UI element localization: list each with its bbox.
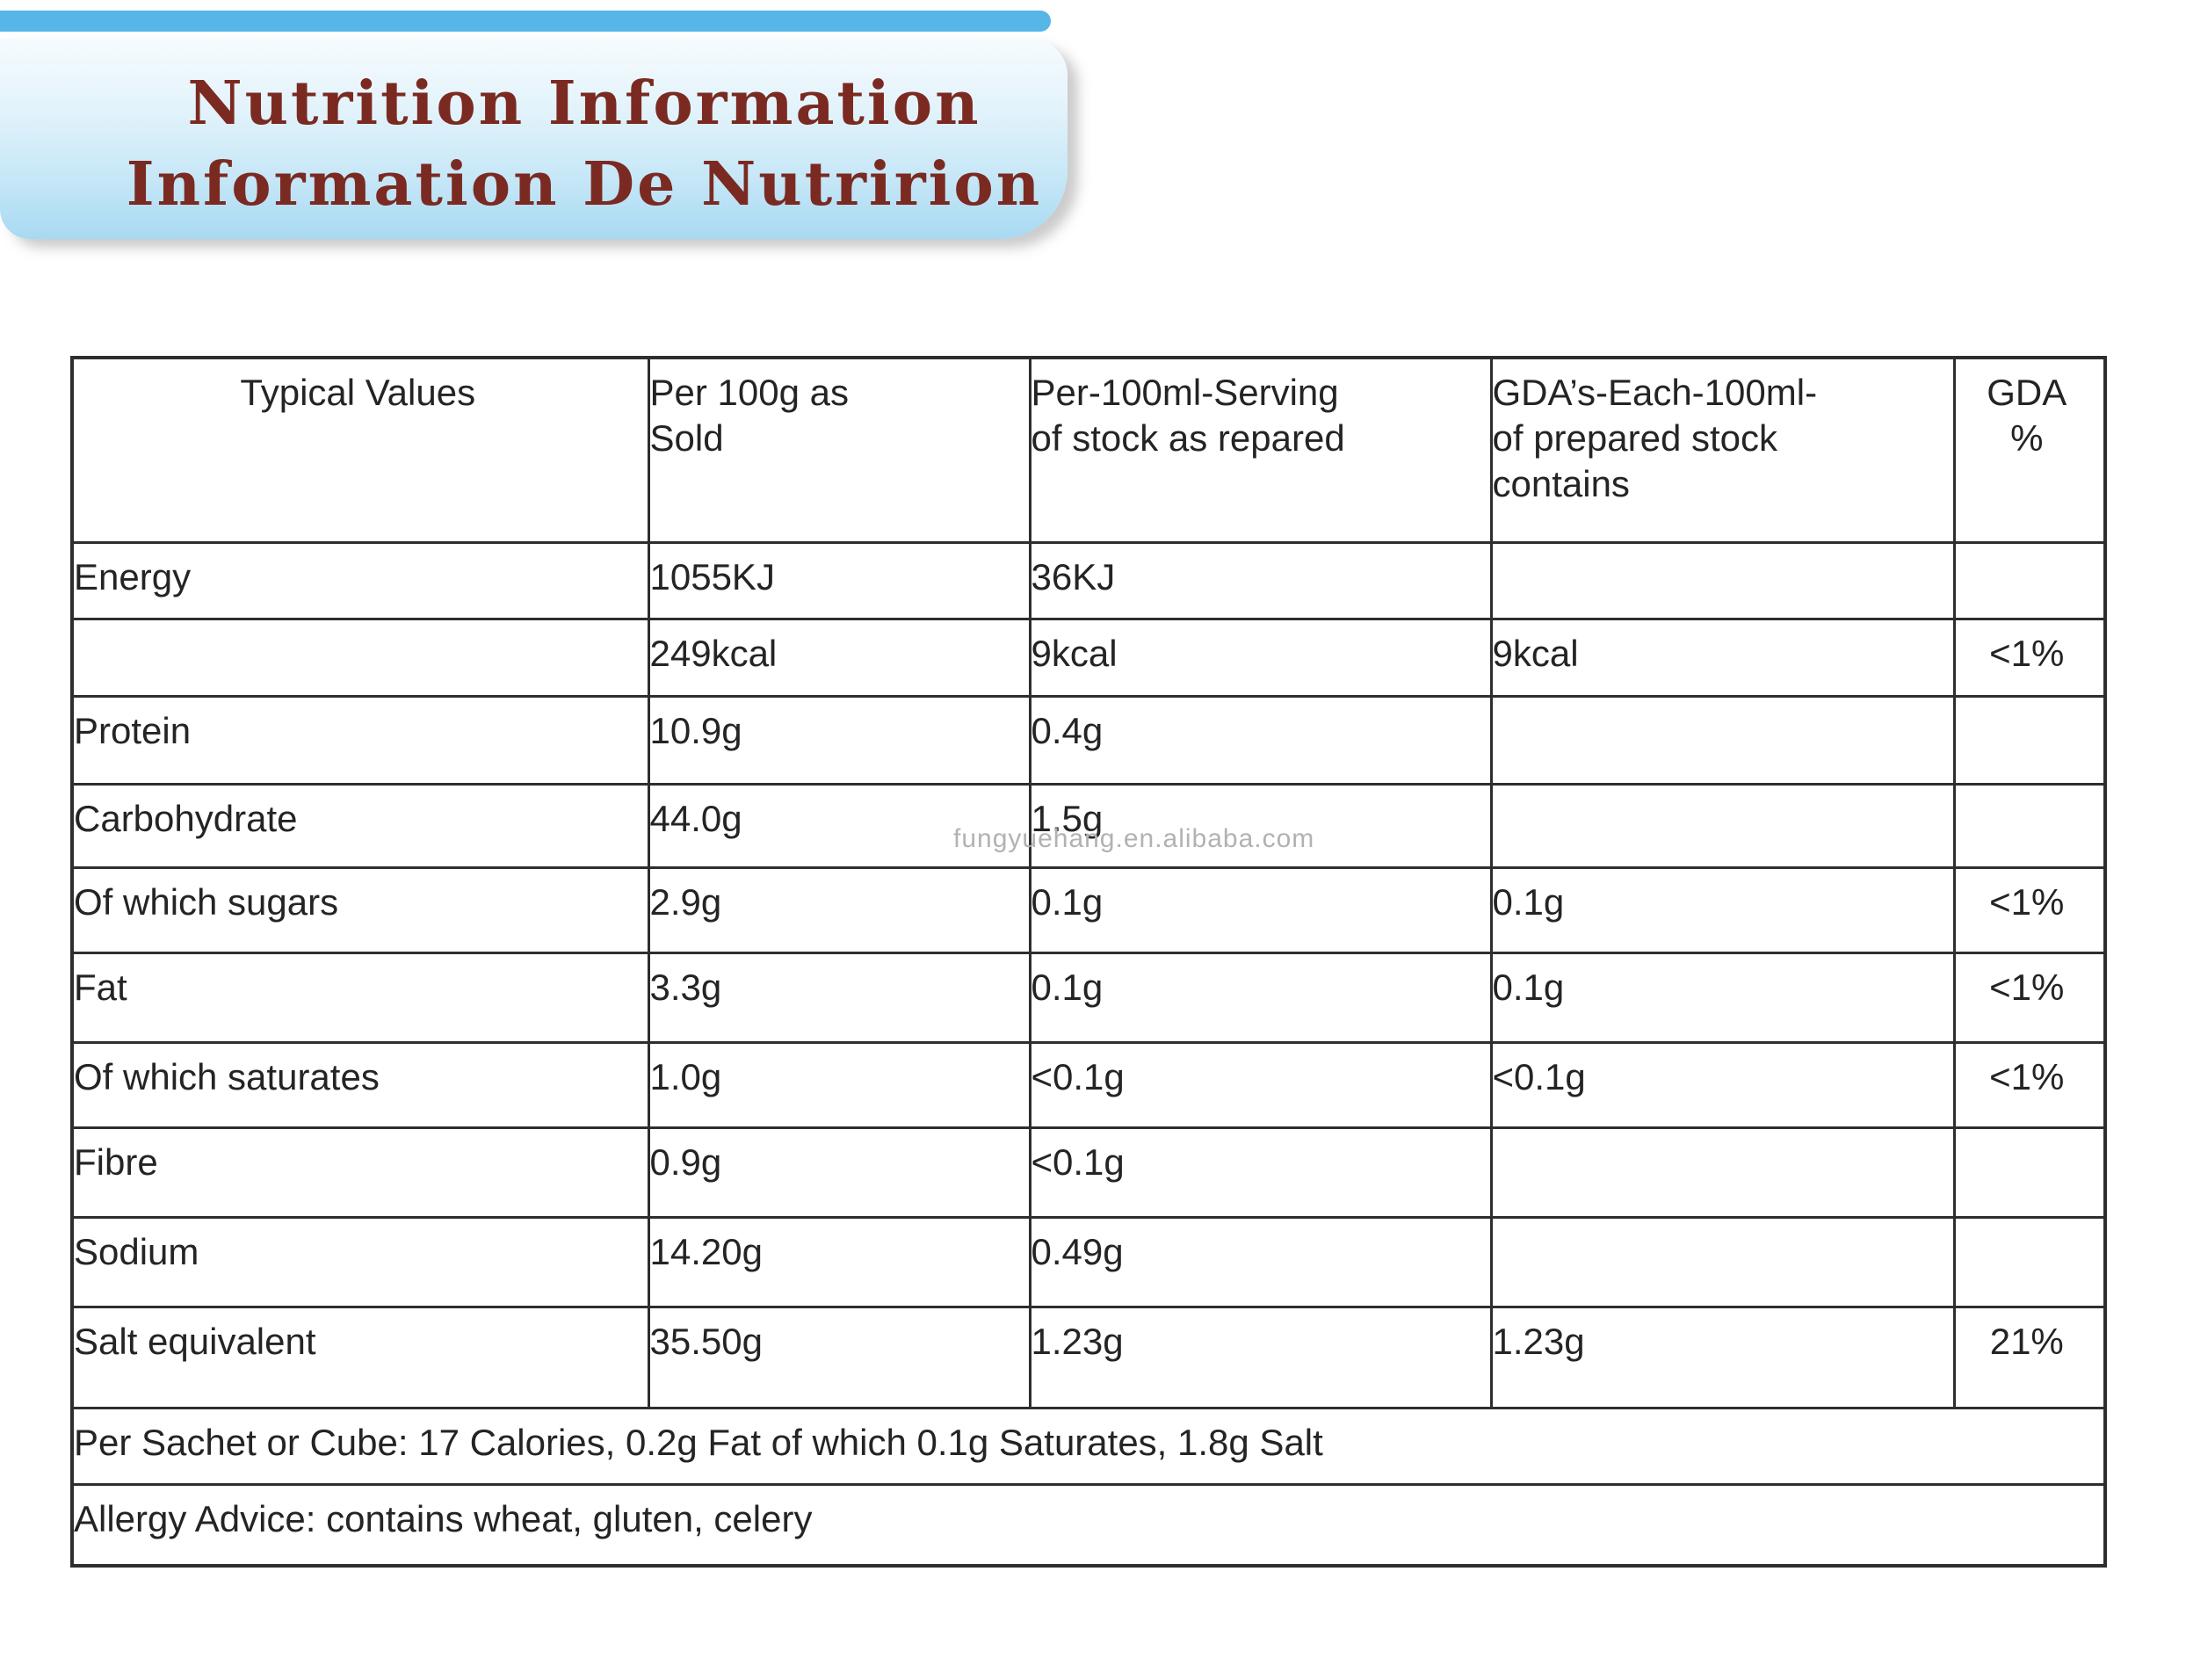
table-cell: Salt equivalent: [70, 1305, 650, 1409]
table-cell: 0.1g: [1028, 951, 1493, 1044]
table-cell: [1489, 1215, 1956, 1308]
table-row: Energy 1055KJ 36KJ: [70, 540, 2107, 620]
footer-cell: Per Sachet or Cube: 17 Calories, 0.2g Fa…: [70, 1406, 2107, 1486]
title-block: Nutrition Information Information De Nut…: [105, 63, 1063, 225]
title-banner: Nutrition Information Information De Nut…: [0, 39, 1068, 239]
table-cell: 249kcal: [647, 617, 1031, 698]
table-cell: 0.1g: [1028, 865, 1493, 954]
table-row: Sodium 14.20g 0.49g: [70, 1215, 2107, 1308]
column-header: GDA %: [1952, 356, 2107, 544]
table-cell: <1%: [1952, 951, 2107, 1044]
table-cell: 1.23g: [1028, 1305, 1493, 1409]
table-cell: Energy: [70, 540, 650, 620]
table-cell: 0.1g: [1489, 865, 1956, 954]
table-cell: 10.9g: [647, 694, 1031, 786]
table-header-row: Typical Values Per 100g as Sold Per-100ml-…: [70, 356, 2107, 544]
table-cell: <1%: [1952, 1040, 2107, 1129]
watermark: fungyuehang.en.alibaba.com: [953, 824, 1315, 853]
table-cell: [1952, 782, 2107, 869]
table-cell: Carbohydrate: [70, 782, 650, 869]
table-cell: 44.0g: [647, 782, 1031, 869]
table-row: Of which saturates 1.0g <0.1g <0.1g <1%: [70, 1040, 2107, 1129]
table-cell: 3.3g: [647, 951, 1031, 1044]
table-cell: 0.1g: [1489, 951, 1956, 1044]
table-cell: Of which sugars: [70, 865, 650, 954]
table-cell: <0.1g: [1489, 1040, 1956, 1129]
table-cell: 1.0g: [647, 1040, 1031, 1129]
table-cell: 14.20g: [647, 1215, 1031, 1308]
table-cell: 9kcal: [1489, 617, 1956, 698]
page-title: Nutrition Information: [187, 69, 981, 139]
table-cell: [1952, 1215, 2107, 1308]
table-cell: <0.1g: [1028, 1126, 1493, 1219]
table-cell: 0.9g: [647, 1126, 1031, 1219]
footer-cell: Allergy Advice: contains wheat, gluten, …: [70, 1482, 2107, 1568]
banner-top-bar: [0, 11, 1051, 32]
table-cell: [1489, 694, 1956, 786]
table-cell: 1.23g: [1489, 1305, 1956, 1409]
table-cell: [1952, 1126, 2107, 1219]
table-row: Fibre 0.9g <0.1g: [70, 1126, 2107, 1219]
column-header: GDA’s-Each-100ml- of prepared stock cont…: [1489, 356, 1956, 544]
table-body: Energy 1055KJ 36KJ 249kcal 9kcal 9kcal <1% Prot…: [70, 540, 2107, 1568]
table-row: Carbohydrate 44.0g 1.5g: [70, 782, 2107, 869]
table-cell: [1489, 782, 1956, 869]
table-cell: [1952, 540, 2107, 620]
table-cell: Of which saturates: [70, 1040, 650, 1129]
table-cell: 35.50g: [647, 1305, 1031, 1409]
table-cell: 2.9g: [647, 865, 1031, 954]
table-cell: 1.5g: [1028, 782, 1493, 869]
table-cell: [70, 617, 650, 698]
table-cell: [1489, 1126, 1956, 1219]
table-cell: 36KJ: [1028, 540, 1493, 620]
table-cell: Sodium: [70, 1215, 650, 1308]
table-header: Typical Values Per 100g as Sold Per-100ml-…: [70, 356, 2107, 544]
table-cell: 0.4g: [1028, 694, 1493, 786]
table-row: Of which sugars 2.9g 0.1g 0.1g <1%: [70, 865, 2107, 954]
table-row: 249kcal 9kcal 9kcal <1%: [70, 617, 2107, 698]
column-header: Typical Values: [70, 356, 650, 544]
table-cell: <1%: [1952, 865, 2107, 954]
table-cell: <0.1g: [1028, 1040, 1493, 1129]
table-row: Salt equivalent 35.50g 1.23g 1.23g 21%: [70, 1305, 2107, 1409]
table-cell: <1%: [1952, 617, 2107, 698]
table-cell: Fibre: [70, 1126, 650, 1219]
table-cell: 9kcal: [1028, 617, 1493, 698]
nutrition-table: Typical Values Per 100g as Sold Per-100ml-…: [70, 356, 2107, 1568]
table-cell: 1055KJ: [647, 540, 1031, 620]
table-cell: 0.49g: [1028, 1215, 1493, 1308]
table-cell: [1489, 540, 1956, 620]
table-cell: Fat: [70, 951, 650, 1044]
column-header: Per-100ml-Serving of stock as repared: [1028, 356, 1493, 544]
column-header: Per 100g as Sold: [647, 356, 1031, 544]
table-row: Fat 3.3g 0.1g 0.1g <1%: [70, 951, 2107, 1044]
page-subtitle: Information De Nutririon: [126, 149, 1043, 220]
table-footer-row: Allergy Advice: contains wheat, gluten, …: [70, 1482, 2107, 1568]
table-row: Protein 10.9g 0.4g: [70, 694, 2107, 786]
table-cell: 21%: [1952, 1305, 2107, 1409]
table-cell: [1952, 694, 2107, 786]
table-cell: Protein: [70, 694, 650, 786]
table-footer-row: Per Sachet or Cube: 17 Calories, 0.2g Fa…: [70, 1406, 2107, 1486]
